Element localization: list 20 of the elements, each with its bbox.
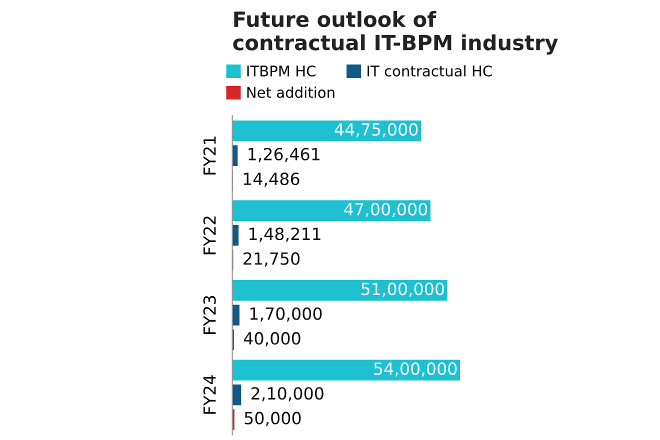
data-label: 47,00,000: [344, 202, 428, 218]
data-label: 44,75,000: [334, 123, 418, 138]
data-label: 14,486: [244, 172, 300, 187]
chart-title: Future outlook of contractual IT-BPM industry: [233, 11, 558, 55]
data-label: 1,48,211: [250, 228, 320, 242]
data-label: 40,000: [244, 332, 300, 346]
data-label: 1,26,461: [248, 148, 320, 162]
data-label: 1,70,000: [250, 307, 322, 322]
y-tick-label: FY22: [203, 216, 216, 254]
y-tick-label: FY24: [203, 375, 216, 414]
data-label: 51,00,000: [362, 282, 444, 297]
data-label: 21,750: [244, 252, 300, 267]
data-label: 50,000: [244, 412, 301, 426]
data-label: 2,10,000: [252, 387, 324, 402]
y-tick-label: FY21: [203, 136, 216, 174]
y-tick-label: FY23: [203, 296, 216, 334]
legend-label: IT contractual HC: [368, 65, 492, 77]
data-label: 54,00,000: [374, 362, 457, 377]
legend-label: ITBPM HC: [247, 65, 316, 77]
legend-label: Net addition: [247, 86, 334, 98]
